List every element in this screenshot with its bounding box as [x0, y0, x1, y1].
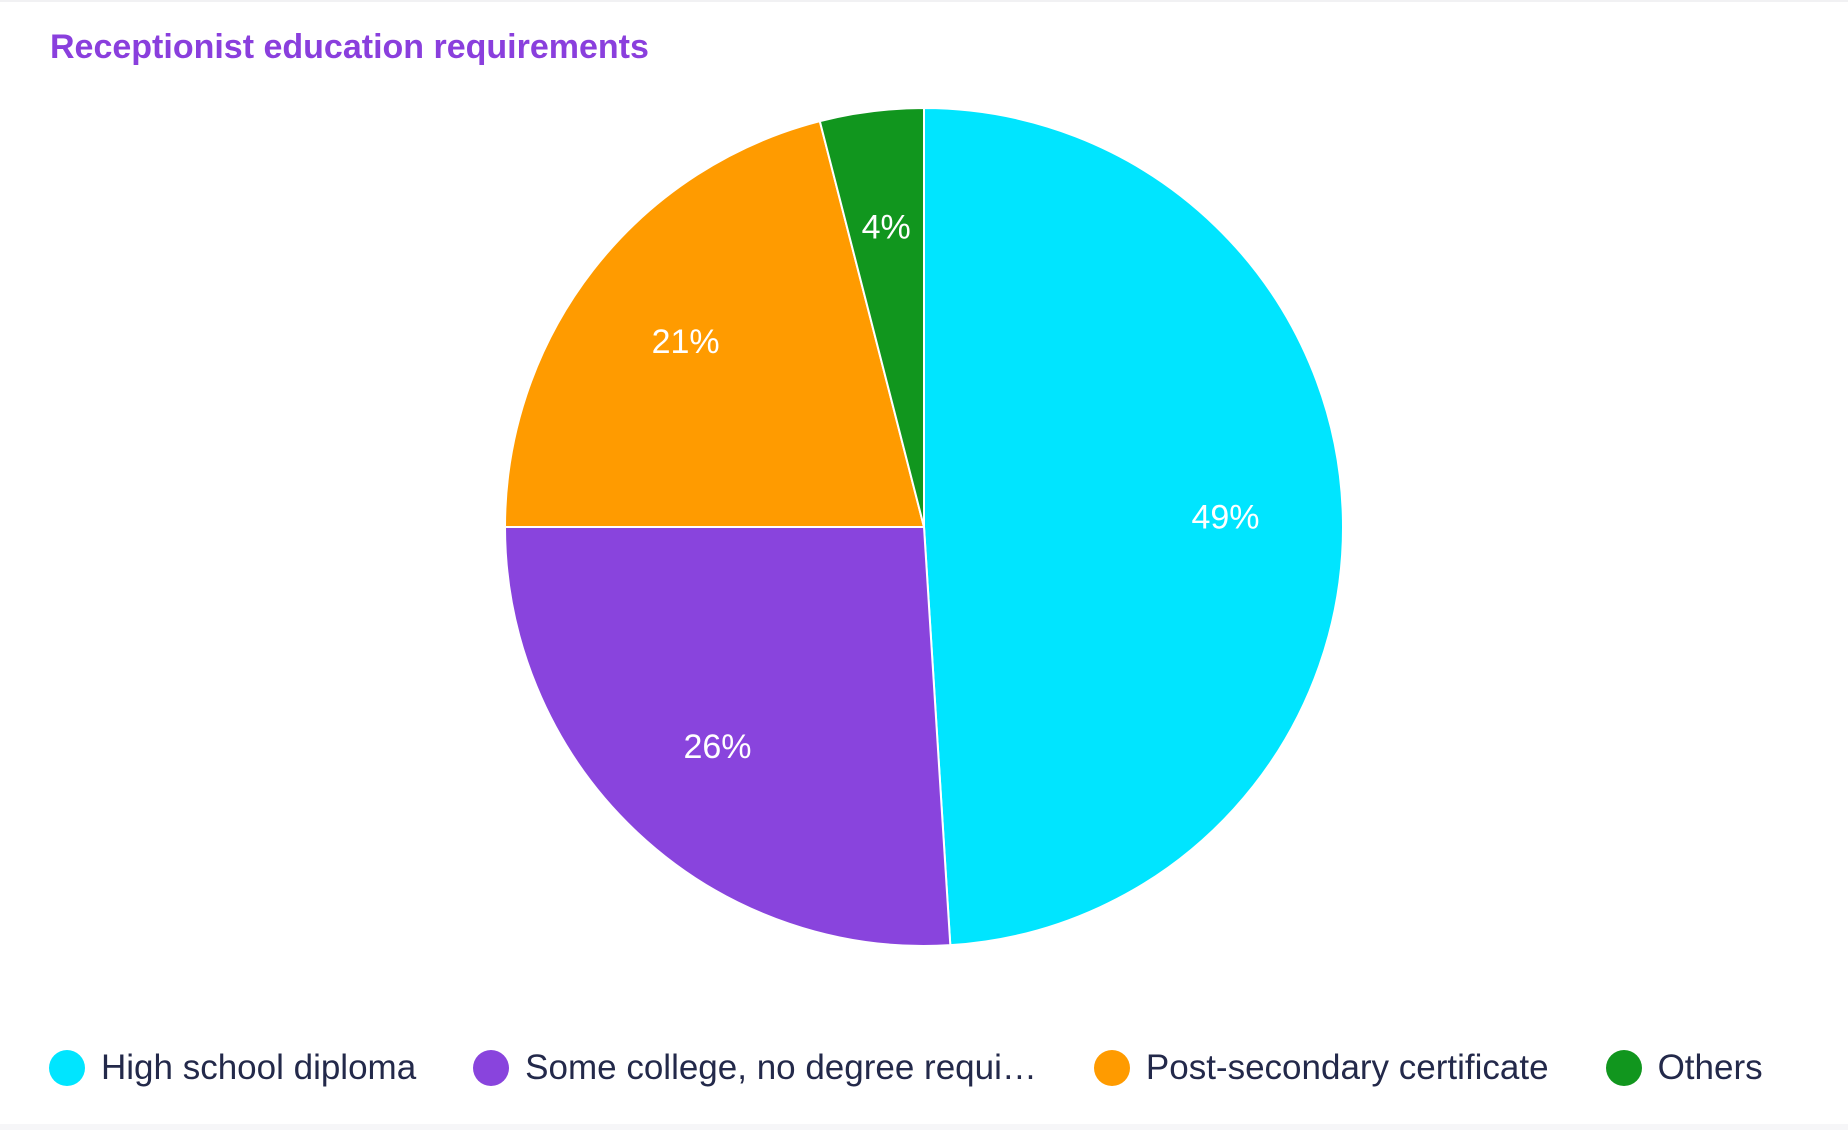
legend-item-post-secondary-certificate[interactable]: Post-secondary certificate [1093, 1048, 1549, 1088]
pie-slice-high-school-diploma[interactable] [923, 107, 1344, 947]
legend-swatch-high-school-diploma [49, 1050, 85, 1086]
legend-label-some-college: Some college, no degree requi… [525, 1048, 1037, 1087]
pie-label-high-school-diploma: 49% [1191, 499, 1259, 537]
pie-slices [504, 107, 1344, 947]
pie-slice-others[interactable] [818, 107, 925, 528]
legend-item-high-school-diploma[interactable]: High school diploma [49, 1048, 416, 1088]
pie-label-some-college-no-degree-requi: 26% [683, 728, 751, 766]
legend-swatch-post-secondary-certificate [1093, 1050, 1130, 1086]
legend-item-some-college[interactable]: Some college, no degree requi… [473, 1048, 1037, 1088]
legend-swatch-others [1605, 1050, 1642, 1086]
pie-slice-some-college-no-degree-requi[interactable] [504, 526, 952, 947]
legend-item-others[interactable]: Others [1605, 1048, 1763, 1088]
chart-title: Receptionist education requirements [50, 28, 649, 66]
legend-swatch-some-college [473, 1050, 510, 1086]
pie-label-post-secondary-certificate: 21% [652, 323, 720, 361]
bottom-strip [0, 1124, 1848, 1130]
pie-labels: 49% 26% 21% 4% [652, 209, 1260, 766]
pie-chart: 49% 26% 21% 4% [504, 107, 1344, 947]
pie-slice-post-secondary-certificate[interactable] [504, 120, 925, 528]
legend-label-post-secondary-certificate: Post-secondary certificate [1145, 1048, 1549, 1087]
pie-label-others: 4% [862, 209, 911, 247]
legend-label-others: Others [1657, 1048, 1763, 1087]
legend: High school diploma Some college, no deg… [49, 1046, 1763, 1090]
top-border [0, 0, 1848, 2]
legend-label-high-school-diploma: High school diploma [101, 1048, 417, 1087]
